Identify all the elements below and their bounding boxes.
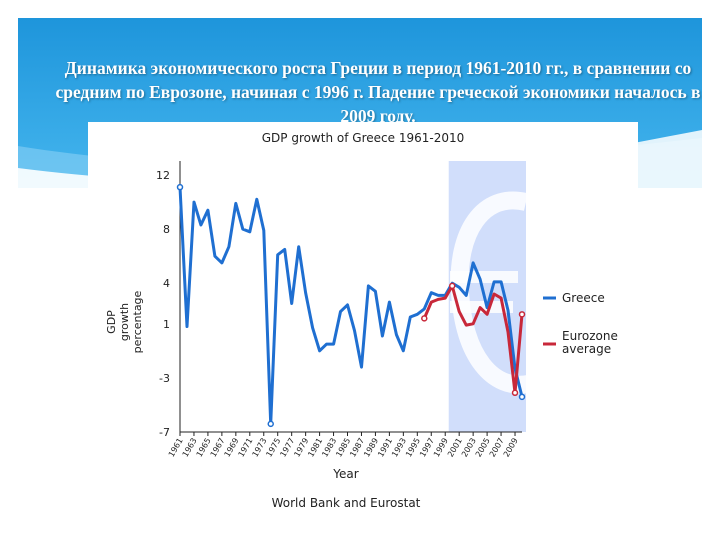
chart-source: World Bank and Eurostat — [272, 496, 421, 510]
legend-label-eurozone: Eurozone average — [562, 329, 618, 356]
series-layer — [176, 183, 526, 428]
y-tick-label: -7 — [159, 426, 170, 439]
chart-title: GDP growth of Greece 1961-2010 — [262, 131, 464, 145]
series-line-greece — [178, 185, 524, 426]
y-axis-label-word: percentage — [131, 290, 144, 353]
y-tick-label: -3 — [159, 372, 170, 385]
data-point-marker — [176, 183, 184, 191]
data-point-marker — [518, 311, 526, 318]
data-point-marker — [511, 389, 519, 397]
x-ticks: 1961196319651967196919711973197519771979… — [167, 432, 520, 459]
gdp-chart: GDP growth of Greece 1961-2010 GDP growth… — [105, 131, 618, 510]
y-tick-label: 1 — [163, 318, 170, 331]
slide-title: Динамика экономического роста Греции в п… — [55, 58, 701, 126]
y-axis-label-word: growth — [118, 303, 131, 341]
chart-panel: GDP growth of Greece 1961-2010 GDP growth… — [88, 122, 638, 514]
y-axis-label: GDP growth percentage — [105, 290, 144, 353]
series-line-eurozone — [422, 284, 524, 395]
x-tick-label: 2009 — [502, 437, 520, 459]
y-tick-label: 12 — [156, 169, 170, 182]
legend: Greece Eurozone average — [543, 291, 618, 356]
data-point-marker — [267, 420, 274, 428]
x-axis-label: Year — [332, 467, 358, 481]
y-axis-label-word: GDP — [105, 310, 118, 334]
y-tick-label: 4 — [163, 277, 170, 290]
y-tick-label: 8 — [163, 223, 170, 236]
data-point-marker — [448, 282, 456, 290]
data-point-marker — [518, 393, 526, 401]
legend-label-greece: Greece — [562, 291, 605, 305]
data-point-marker — [421, 315, 428, 322]
y-ticks: 12 8 4 1 -3 -7 — [156, 169, 170, 439]
